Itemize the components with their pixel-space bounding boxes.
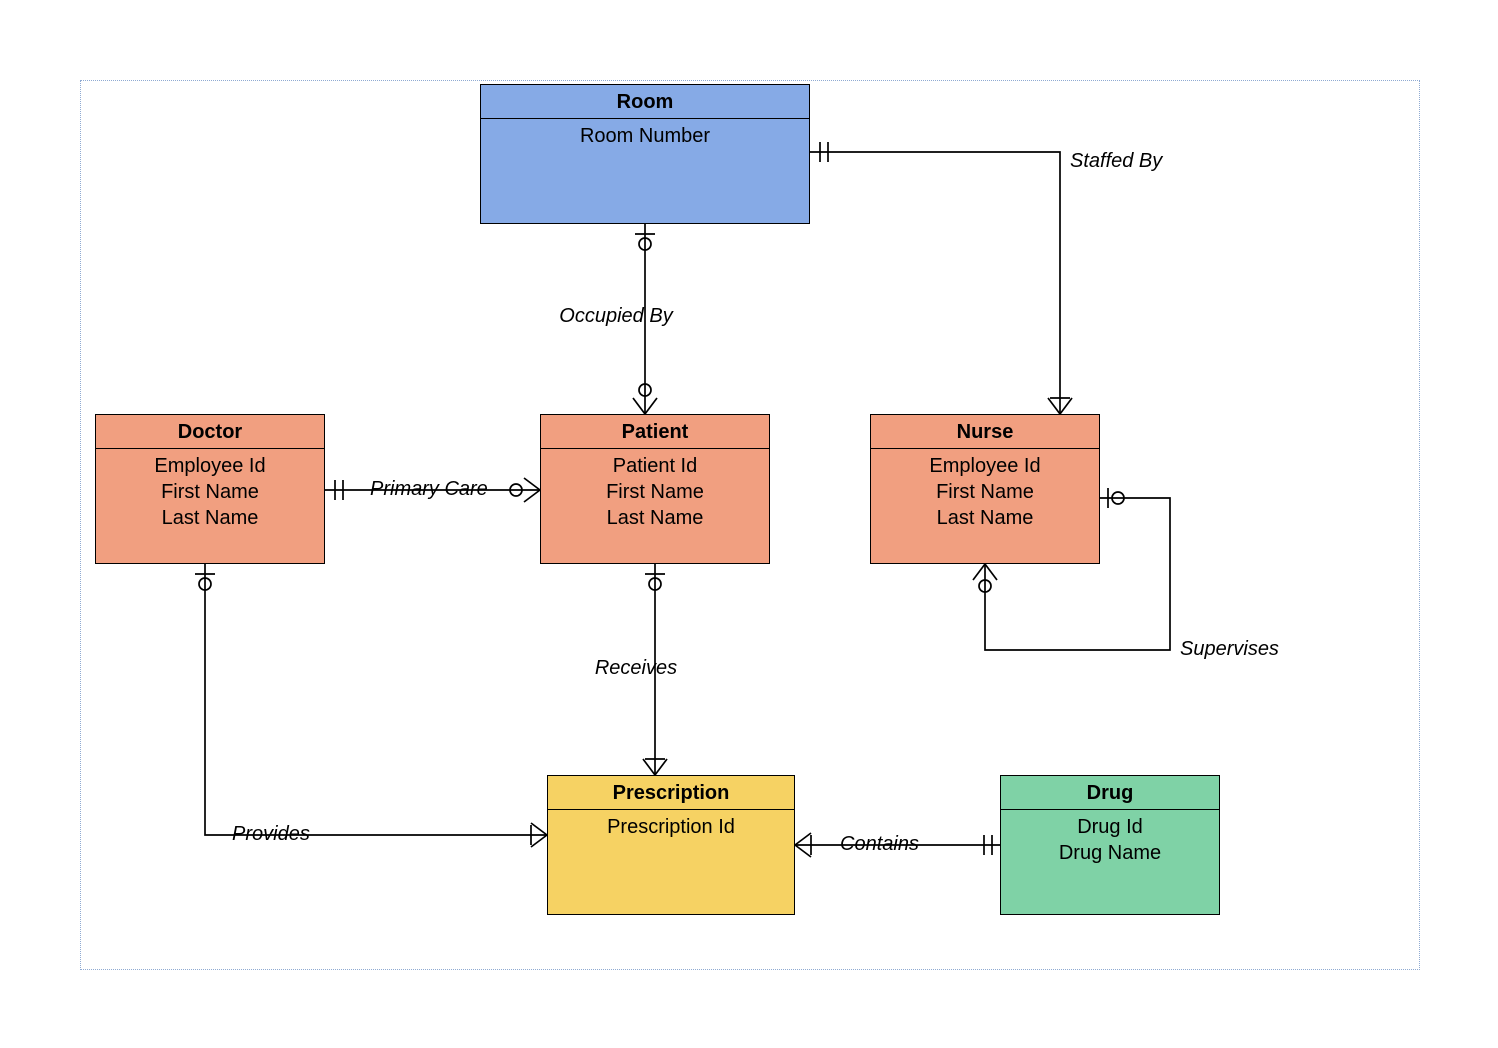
entity-attrs: Employee Id First Name Last Name bbox=[871, 449, 1099, 563]
entity-nurse: Nurse Employee Id First Name Last Name bbox=[870, 414, 1100, 564]
entity-patient: Patient Patient Id First Name Last Name bbox=[540, 414, 770, 564]
entity-title: Doctor bbox=[96, 415, 324, 449]
label-contains: Contains bbox=[840, 833, 919, 856]
entity-title: Prescription bbox=[548, 776, 794, 810]
entity-prescription: Prescription Prescription Id bbox=[547, 775, 795, 915]
label-receives: Receives bbox=[595, 657, 677, 680]
entity-attrs: Drug Id Drug Name bbox=[1001, 810, 1219, 914]
entity-attrs: Patient Id First Name Last Name bbox=[541, 449, 769, 563]
entity-title: Drug bbox=[1001, 776, 1219, 810]
label-staffed-by: Staffed By bbox=[1070, 150, 1162, 173]
entity-drug: Drug Drug Id Drug Name bbox=[1000, 775, 1220, 915]
entity-attrs: Employee Id First Name Last Name bbox=[96, 449, 324, 563]
label-provides: Provides bbox=[232, 823, 310, 846]
entity-attrs: Room Number bbox=[481, 119, 809, 223]
entity-attrs: Prescription Id bbox=[548, 810, 794, 914]
entity-room: Room Room Number bbox=[480, 84, 810, 224]
label-occupied-by: Occupied By bbox=[559, 305, 672, 328]
entity-title: Room bbox=[481, 85, 809, 119]
entity-title: Patient bbox=[541, 415, 769, 449]
label-supervises: Supervises bbox=[1180, 638, 1279, 661]
entity-title: Nurse bbox=[871, 415, 1099, 449]
label-primary-care: Primary Care bbox=[370, 478, 488, 501]
entity-doctor: Doctor Employee Id First Name Last Name bbox=[95, 414, 325, 564]
